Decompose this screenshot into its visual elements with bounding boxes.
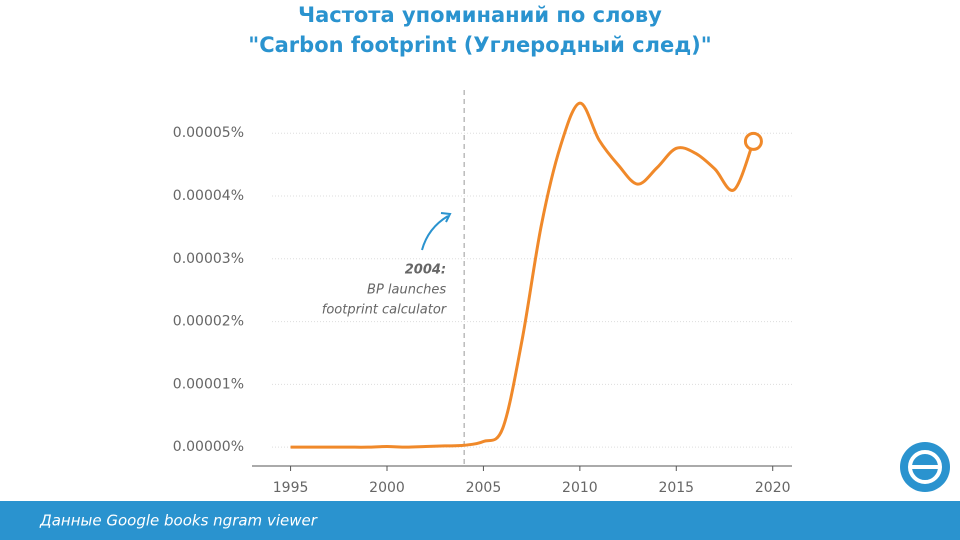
x-tick-label: 2015 [658,480,694,496]
y-tick-label: 0.00003% [173,251,244,267]
annotation-arrow [421,215,449,251]
y-tick-label: 0.00005% [173,125,244,141]
source: Данные Google books ngram viewer [39,512,318,530]
logo [900,442,950,492]
y-tick-label: 0.00002% [173,314,244,330]
y-tick-label: 0.00001% [173,376,244,392]
annotation-text: footprint calculator [322,303,448,318]
annotation-arrowhead [440,212,452,223]
x-tick-label: 1995 [273,480,309,496]
end-marker [743,131,763,151]
y-tick-label: 0.00004% [173,188,244,204]
chart-title: "Carbon footprint (Углеродный след)" [248,33,711,57]
x-tick-label: 2010 [562,480,598,496]
chart-title: Частота упоминаний по слову [298,3,662,27]
y-tick-label: 0.00000% [173,439,244,455]
x-tick-label: 2020 [755,480,791,496]
annotation-label: 2004: [405,263,446,278]
x-tick-label: 2000 [369,480,405,496]
annotation-text: BP launches [367,283,446,298]
line [290,101,755,449]
x-tick-label: 2005 [466,480,502,496]
footer-bar [0,501,960,540]
